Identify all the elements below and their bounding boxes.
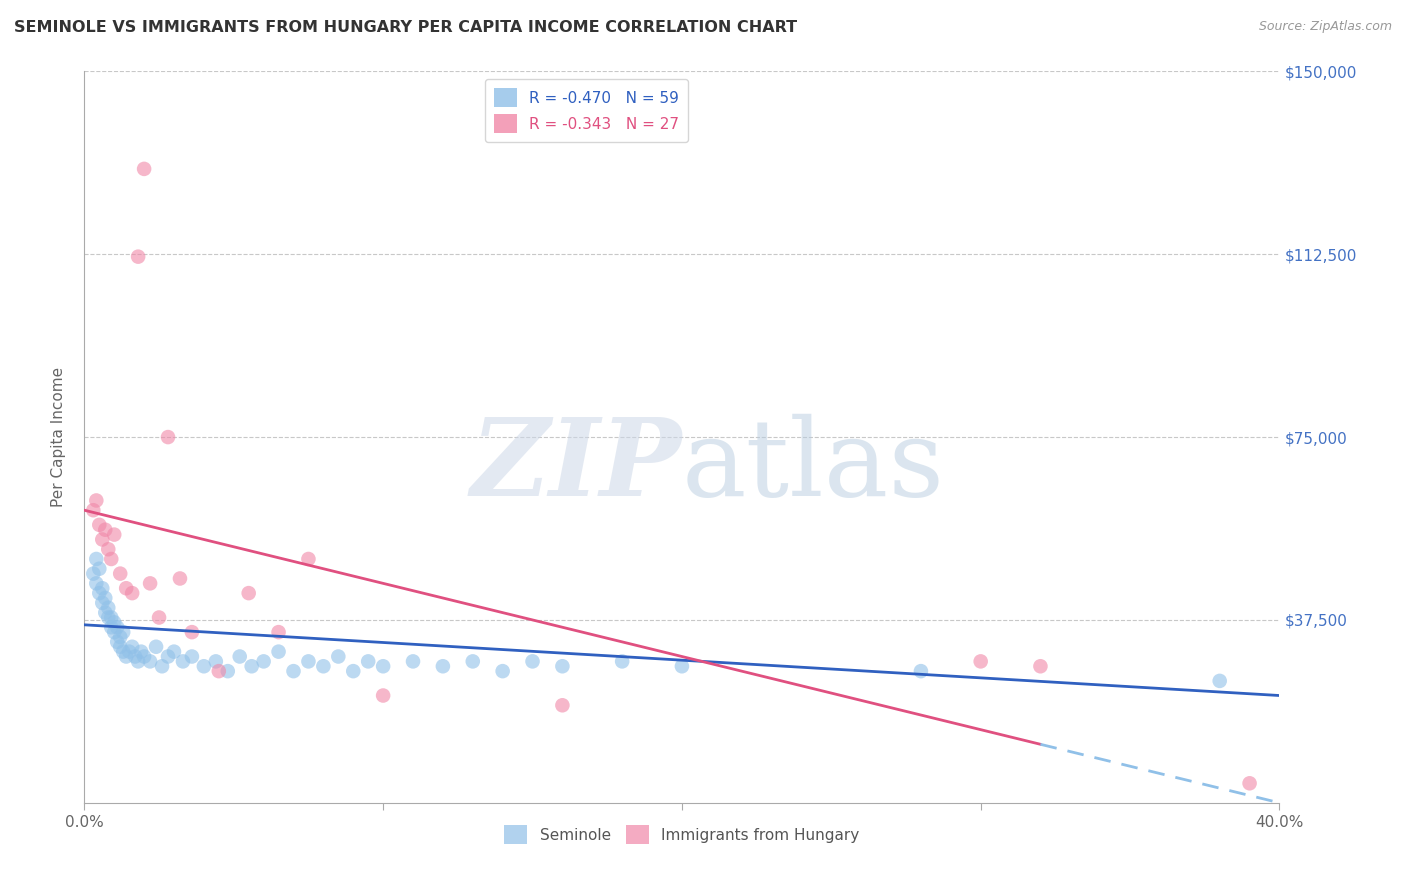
Point [671, 659, 693, 673]
Point [267, 625, 290, 640]
Point [103, 615, 125, 630]
Point [342, 664, 364, 678]
Point [91, 596, 114, 610]
Point [461, 654, 484, 668]
Point [373, 659, 395, 673]
Point [124, 649, 146, 664]
Point [139, 576, 162, 591]
Point [115, 649, 138, 664]
Point [91, 581, 114, 595]
Point [91, 533, 114, 547]
Point [100, 620, 122, 634]
Point [86, 552, 108, 566]
Point [82, 503, 104, 517]
Text: ZIP: ZIP [471, 413, 682, 519]
Point [157, 430, 180, 444]
Text: Source: ZipAtlas.com: Source: ZipAtlas.com [1258, 20, 1392, 33]
Point [132, 649, 156, 664]
Point [121, 586, 143, 600]
Point [163, 645, 186, 659]
Point [89, 517, 111, 532]
Point [127, 654, 149, 668]
Point [145, 640, 167, 654]
Point [283, 664, 305, 678]
Point [208, 664, 231, 678]
Point [205, 654, 228, 668]
Point [357, 654, 380, 668]
Point [1209, 673, 1232, 688]
Point [139, 654, 162, 668]
Point [86, 493, 108, 508]
Point [118, 645, 141, 659]
Point [110, 630, 132, 644]
Point [110, 566, 132, 581]
Point [103, 527, 125, 541]
Point [328, 649, 350, 664]
Point [100, 610, 122, 624]
Point [115, 581, 138, 595]
Point [551, 698, 574, 713]
Point [105, 635, 128, 649]
Point [110, 640, 132, 654]
Point [970, 654, 993, 668]
Point [551, 659, 574, 673]
Point [612, 654, 634, 668]
Point [112, 625, 135, 640]
Point [97, 600, 120, 615]
Point [129, 645, 152, 659]
Point [910, 664, 932, 678]
Point [193, 659, 215, 673]
Point [172, 654, 194, 668]
Point [297, 552, 319, 566]
Point [312, 659, 335, 673]
Point [89, 562, 111, 576]
Point [432, 659, 454, 673]
Point [240, 659, 263, 673]
Legend: Seminole, Immigrants from Hungary: Seminole, Immigrants from Hungary [498, 819, 866, 850]
Point [94, 606, 117, 620]
Point [121, 640, 143, 654]
Point [297, 654, 319, 668]
Point [82, 566, 104, 581]
Point [94, 591, 117, 605]
Point [522, 654, 544, 668]
Point [492, 664, 515, 678]
Point [217, 664, 239, 678]
Point [150, 659, 173, 673]
Point [1029, 659, 1052, 673]
Point [89, 586, 111, 600]
Point [1239, 776, 1261, 790]
Point [373, 689, 395, 703]
Point [267, 645, 290, 659]
Point [112, 645, 135, 659]
Point [86, 576, 108, 591]
Point [97, 542, 120, 557]
Point [157, 649, 180, 664]
Point [228, 649, 252, 664]
Text: SEMINOLE VS IMMIGRANTS FROM HUNGARY PER CAPITA INCOME CORRELATION CHART: SEMINOLE VS IMMIGRANTS FROM HUNGARY PER … [14, 20, 797, 35]
Text: atlas: atlas [682, 414, 945, 519]
Point [100, 552, 122, 566]
Point [97, 610, 120, 624]
Point [238, 586, 260, 600]
Point [253, 654, 276, 668]
Point [402, 654, 425, 668]
Point [181, 625, 204, 640]
Point [148, 610, 170, 624]
Y-axis label: Per Capita Income: Per Capita Income [51, 367, 66, 508]
Point [181, 649, 204, 664]
Point [103, 625, 125, 640]
Point [94, 523, 117, 537]
Point [132, 161, 156, 176]
Point [105, 620, 128, 634]
Point [127, 250, 149, 264]
Point [169, 572, 191, 586]
